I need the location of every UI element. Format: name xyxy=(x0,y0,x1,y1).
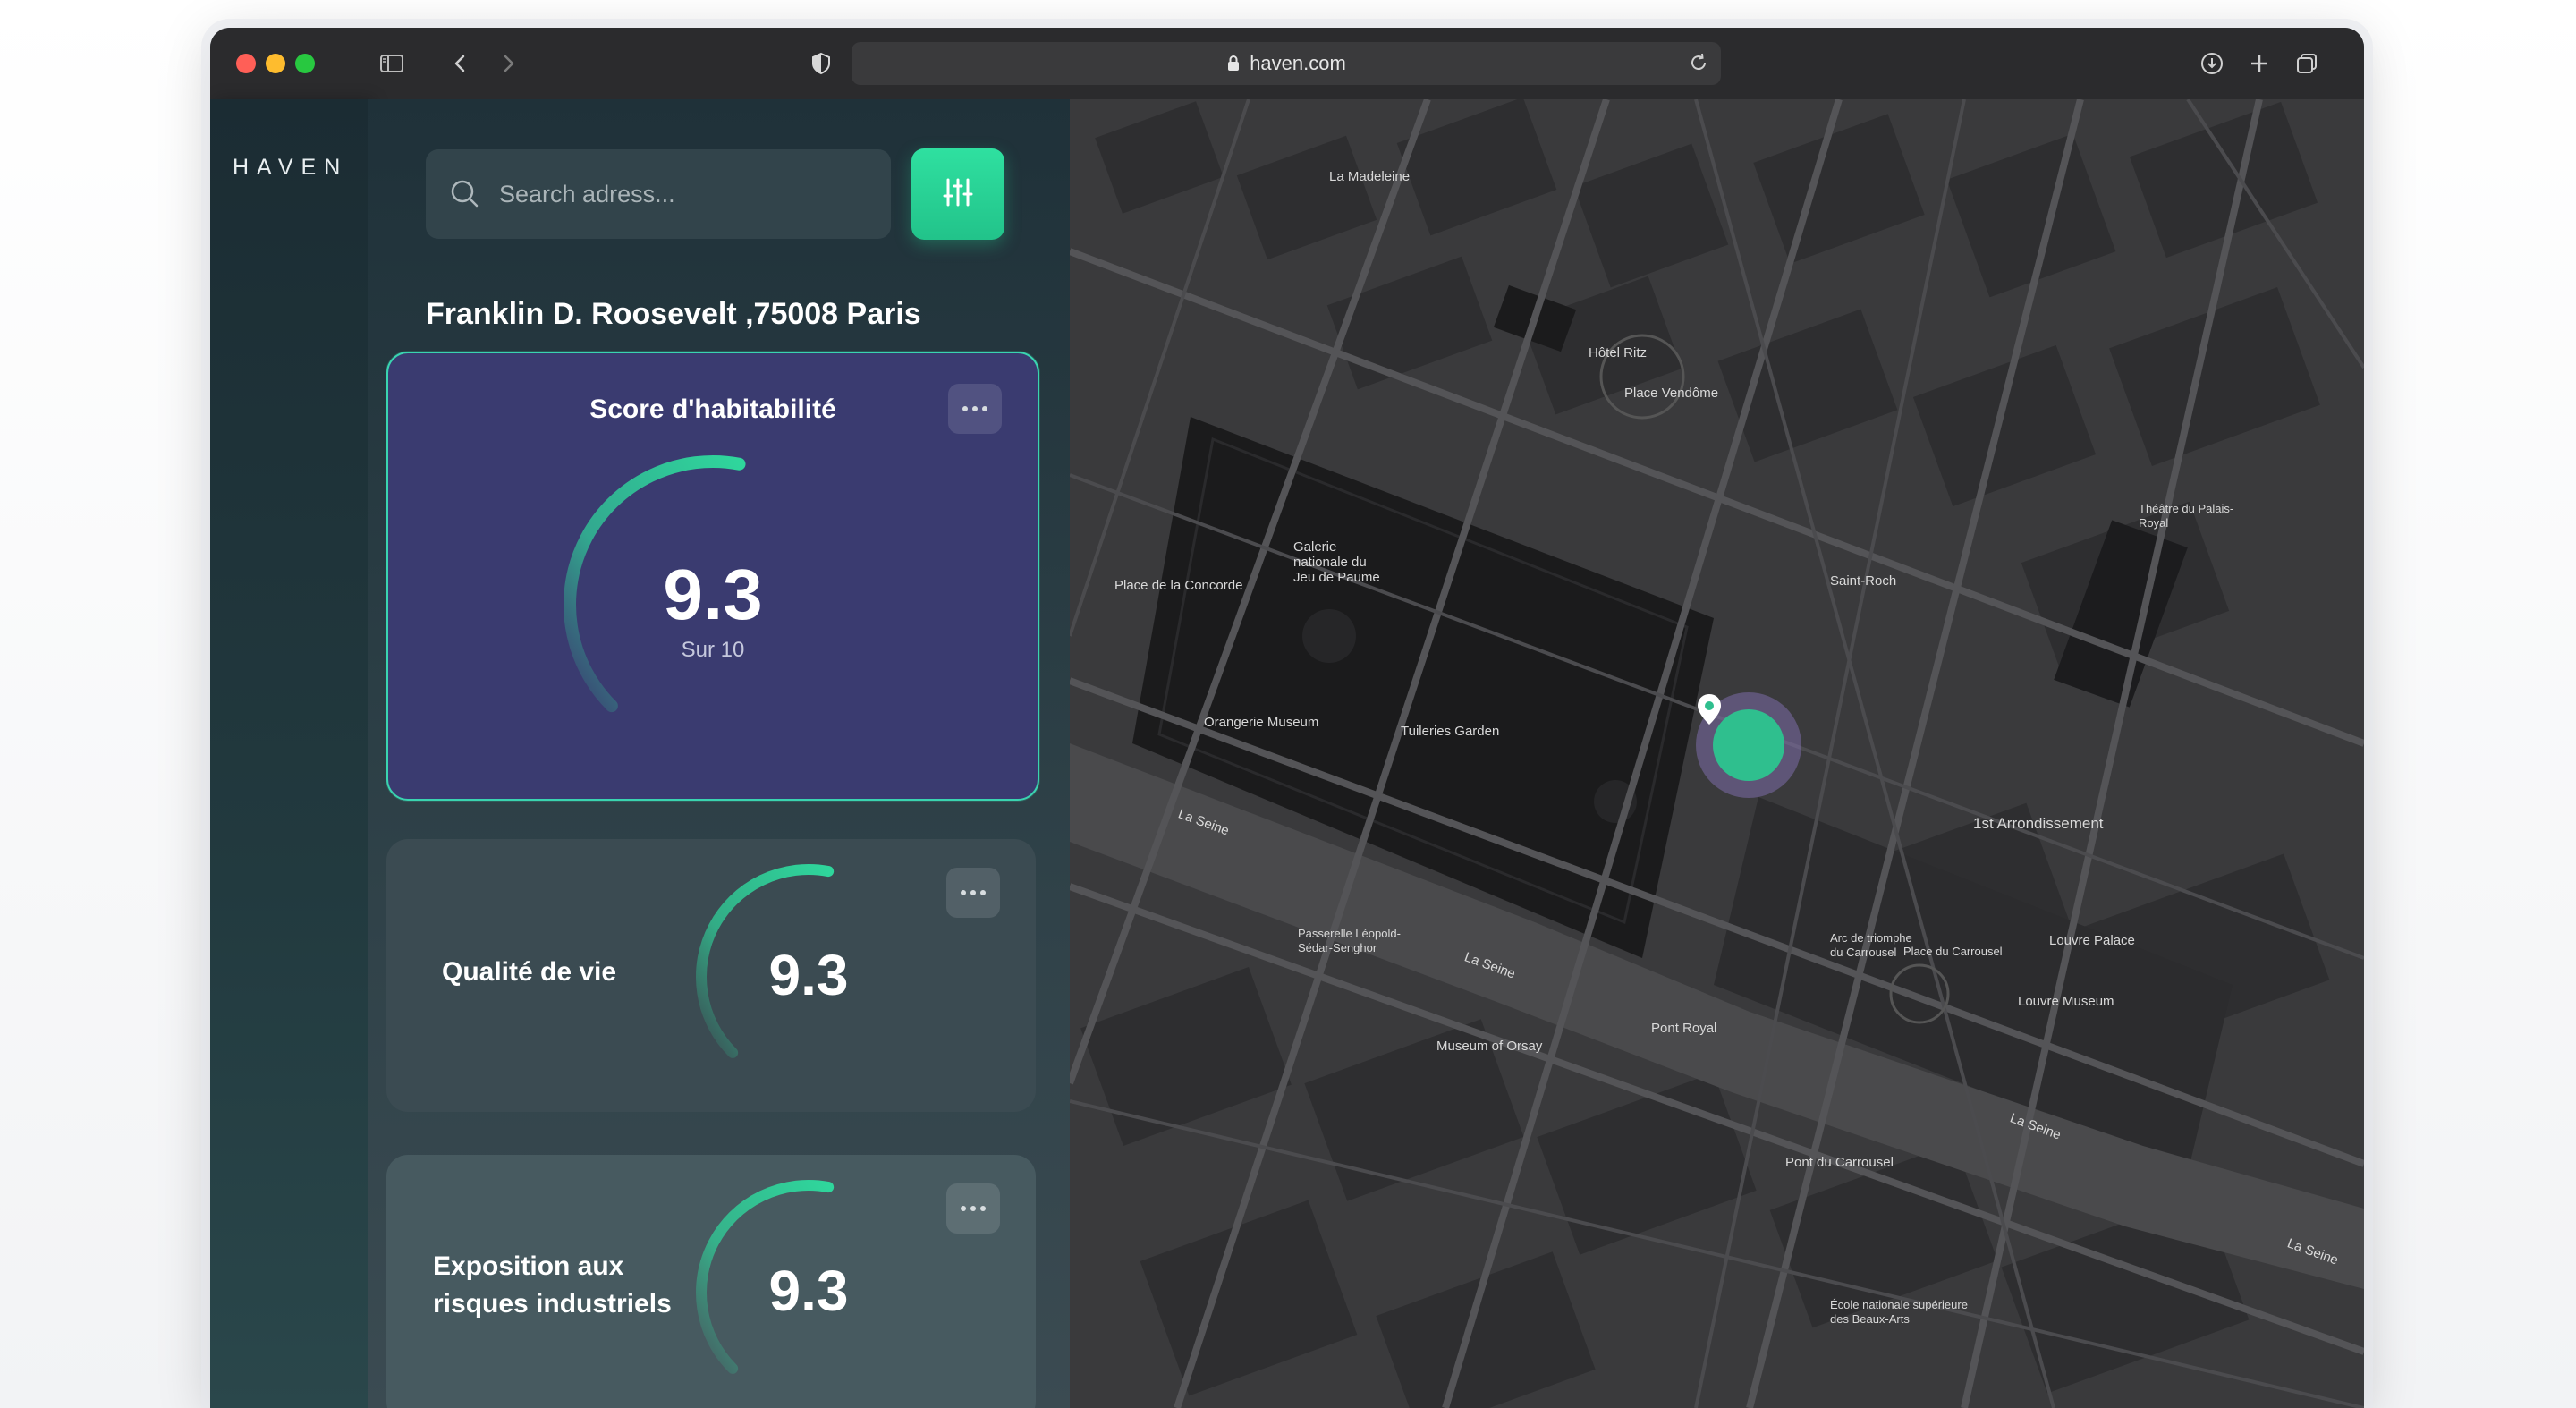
map-label: École nationale supérieure des Beaux-Art… xyxy=(1830,1298,1968,1326)
card-title: Qualité de vie xyxy=(442,957,617,987)
address-bar[interactable]: haven.com xyxy=(852,42,1721,85)
minimize-window-button[interactable] xyxy=(266,54,285,73)
more-dot xyxy=(972,406,978,411)
more-dot xyxy=(970,1206,976,1211)
search-placeholder: Search adress... xyxy=(499,180,675,208)
card-title: Score d'habitabilité xyxy=(589,394,836,424)
more-dot xyxy=(980,1206,986,1211)
score-gauge xyxy=(696,1180,835,1374)
quality-of-life-card[interactable]: Qualité de vie 9.3 xyxy=(386,839,1036,1112)
url-text: haven.com xyxy=(1250,52,1346,74)
score-gauge xyxy=(564,455,746,713)
industrial-risk-card[interactable]: Exposition aux risques industriels 9.3 xyxy=(386,1155,1036,1408)
location-marker-core xyxy=(1698,694,1784,781)
browser-titlebar: haven.com xyxy=(210,28,2364,100)
more-dot xyxy=(970,890,976,895)
map-label: Museum of Orsay xyxy=(1436,1039,1543,1054)
zoom-window-button[interactable] xyxy=(295,54,315,73)
habitability-score-card[interactable]: Score d'habitabilité 9.3 Sur 10 xyxy=(386,352,1039,801)
tabs-overview-icon[interactable] xyxy=(2291,47,2323,80)
card-title: Exposition aux risques industriels xyxy=(433,1251,672,1319)
download-icon[interactable] xyxy=(2196,47,2228,80)
more-options-button[interactable] xyxy=(946,1183,1000,1234)
location-marker[interactable] xyxy=(1696,692,1801,798)
map-label: Tuileries Garden xyxy=(1401,724,1500,739)
close-window-button[interactable] xyxy=(236,54,256,73)
lock-icon xyxy=(1226,55,1241,72)
address-title: Franklin D. Roosevelt ,75008 Paris xyxy=(426,297,921,331)
map-label: Pont Royal xyxy=(1651,1021,1717,1036)
more-dot xyxy=(961,890,966,895)
more-dot xyxy=(962,406,968,411)
search-input[interactable]: Search adress... xyxy=(426,149,891,239)
browser-window: haven.com HAVEN Search adress... xyxy=(210,28,2364,1408)
score-value: 9.3 xyxy=(768,1259,849,1323)
sliders-icon xyxy=(940,174,976,215)
map-label: La Madeleine xyxy=(1329,169,1411,184)
map-label: Orangerie Museum xyxy=(1204,715,1319,730)
map-label: Place de la Concorde xyxy=(1114,578,1243,593)
score-scale: Sur 10 xyxy=(681,638,745,662)
back-icon[interactable] xyxy=(445,47,477,80)
map-label: Place Vendôme xyxy=(1624,386,1719,401)
more-dot xyxy=(980,890,986,895)
sidebar-icon[interactable] xyxy=(376,47,408,80)
map-label: Passerelle Léopold-Sédar-Senghor xyxy=(1298,927,1401,954)
left-rail: HAVEN xyxy=(210,99,369,1408)
app-logo[interactable]: HAVEN xyxy=(233,155,349,180)
map-label: Théâtre du Palais-Royal xyxy=(2139,502,2234,530)
map-label: 1st Arrondissement xyxy=(1973,815,2104,832)
map-label: Place du Carrousel xyxy=(1903,945,2003,958)
filter-button[interactable] xyxy=(911,148,1004,240)
reload-icon[interactable] xyxy=(1687,51,1710,80)
shield-icon[interactable] xyxy=(805,47,837,80)
map-label: Louvre Museum xyxy=(2018,994,2114,1009)
map-label: Hôtel Ritz xyxy=(1589,345,1648,360)
app-content: HAVEN Search adress... Franklin D. Roose… xyxy=(210,99,2364,1408)
map-label: Pont du Carrousel xyxy=(1785,1155,1894,1170)
map-label: Louvre Palace xyxy=(2049,933,2135,948)
map-view[interactable]: 1st Arrondissement Tuileries Garden Oran… xyxy=(1070,99,2364,1408)
score-value: 9.3 xyxy=(663,555,763,634)
map-label: Saint-Roch xyxy=(1830,573,1897,589)
search-icon xyxy=(449,178,481,210)
score-value: 9.3 xyxy=(768,943,849,1007)
score-gauge xyxy=(696,864,835,1058)
map-streets xyxy=(1070,99,2364,1408)
new-tab-icon[interactable] xyxy=(2243,47,2275,80)
map-label: Arc de triomphe du Carrousel xyxy=(1830,931,1912,959)
more-dot xyxy=(961,1206,966,1211)
map-label: Galerie nationale du Jeu de Paume xyxy=(1293,539,1380,585)
more-options-button[interactable] xyxy=(946,868,1000,918)
forward-icon[interactable] xyxy=(492,47,524,80)
more-dot xyxy=(982,406,987,411)
more-options-button[interactable] xyxy=(948,384,1002,434)
